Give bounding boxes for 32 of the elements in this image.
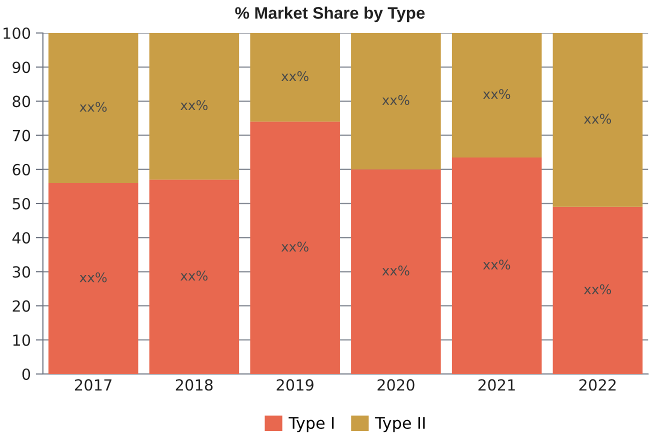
- data-label: xx%: [483, 89, 510, 100]
- data-label: xx%: [483, 260, 510, 270]
- y-tick-label: 40: [12, 232, 30, 244]
- data-label: xx%: [80, 272, 107, 282]
- data-label: xx%: [584, 284, 612, 294]
- x-tick-label: 2017: [75, 379, 112, 391]
- x-tick-label: 2021: [478, 379, 515, 391]
- data-label: xx%: [281, 71, 308, 82]
- data-label: xx%: [382, 95, 410, 106]
- y-tick-label: 20: [12, 300, 30, 312]
- y-tick-label: 80: [12, 96, 30, 108]
- y-tick-label: 10: [13, 334, 30, 346]
- x-tick-label: 2018: [176, 379, 213, 391]
- y-tick-label: 70: [12, 130, 30, 142]
- data-label: xx%: [281, 242, 308, 252]
- data-label: xx%: [584, 114, 612, 124]
- data-label: xx%: [80, 102, 107, 112]
- y-tick-label: 0: [22, 368, 30, 380]
- x-tick-label: 2019: [276, 379, 314, 391]
- x-tick-label: 2022: [579, 379, 616, 391]
- chart-title: % Market Share by Type: [235, 6, 425, 22]
- y-tick-label: 60: [12, 164, 30, 176]
- legend-label: Type II: [375, 417, 425, 432]
- y-tick-label: 90: [12, 62, 30, 74]
- y-tick-label: 30: [12, 266, 30, 278]
- y-tick-label: 50: [12, 198, 30, 210]
- x-tick-label: 2020: [378, 379, 414, 391]
- data-label: xx%: [382, 266, 410, 276]
- data-label: xx%: [180, 270, 208, 281]
- legend-label: Type I: [288, 417, 334, 432]
- data-label: xx%: [180, 100, 208, 110]
- y-tick-label: 100: [4, 27, 30, 40]
